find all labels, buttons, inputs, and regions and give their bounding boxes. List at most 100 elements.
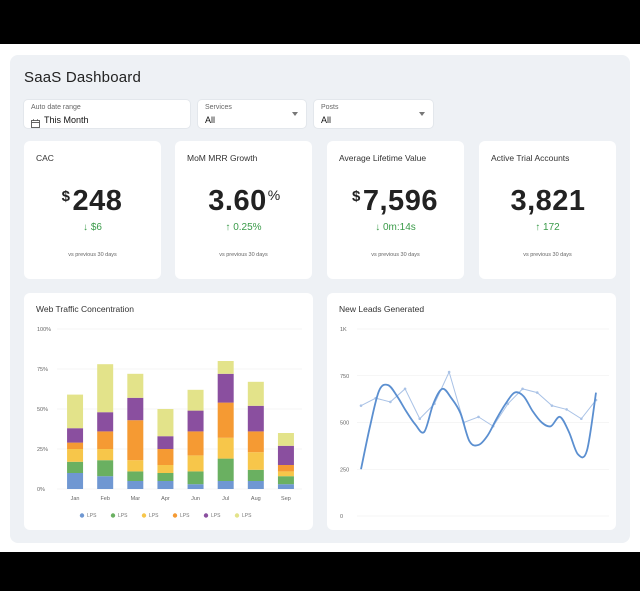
bar-segment: [67, 473, 84, 489]
stacked-bar-chart: 100% 75% 50% 25% 0% Jan Feb Mar Apr Jun Jul Aug Sep L…: [37, 327, 302, 519]
bar-segment: [217, 361, 234, 374]
x-tick-label: Jan: [71, 496, 80, 502]
legend-dot: [110, 513, 116, 518]
bar-segment: [67, 394, 84, 429]
kpi-card-cac: CAC $248 ↓ $6 vs previous 30 days: [24, 141, 161, 279]
legend-label: LPS: [180, 513, 190, 519]
data-point: [359, 404, 363, 407]
data-point: [565, 408, 568, 411]
data-point: [403, 387, 407, 391]
y-tick-label: 0: [340, 514, 343, 520]
bar-segment: [97, 431, 114, 449]
kpi-delta: ↑ 0.25%: [225, 222, 262, 233]
bar-segment: [247, 452, 264, 470]
y-tick-label: 50%: [37, 407, 48, 413]
bar-segment: [97, 412, 114, 432]
kpi-number: 3.60: [208, 185, 267, 217]
y-tick-label: 500: [340, 421, 349, 427]
bar-segment: [247, 481, 264, 489]
kpi-delta: ↑ 172: [535, 222, 560, 233]
kpi-suffix: %: [267, 187, 281, 203]
new-leads-panel: New Leads Generated 1K 750 500 250 0: [327, 293, 616, 530]
bar-segment: [247, 431, 264, 453]
bar-segment: [127, 420, 144, 461]
page-title: SaaS Dashboard: [24, 69, 142, 86]
date-range-filter[interactable]: Auto date range This Month: [24, 100, 190, 128]
x-tick-label: Jun: [191, 496, 200, 502]
filter-label: Posts: [321, 104, 339, 111]
legend-label: LPS: [211, 513, 221, 519]
kpi-delta: ↓ 0m:14s: [375, 222, 416, 233]
bar-segment: [247, 381, 264, 406]
calendar-icon: [31, 115, 40, 133]
bar-segment: [217, 481, 234, 489]
bar-segment: [217, 458, 234, 481]
bar-segment: [187, 410, 204, 432]
data-point: [389, 400, 392, 404]
bar-segment: [187, 471, 204, 485]
kpi-label: Average Lifetime Value: [339, 153, 427, 163]
legend-dot: [203, 513, 209, 518]
y-tick-label: 0%: [37, 487, 45, 493]
data-point: [521, 387, 524, 391]
legend-dot: [172, 513, 178, 518]
chevron-down-icon[interactable]: [419, 112, 425, 116]
kpi-card-lifetime-value: Average Lifetime Value $7,596 ↓ 0m:14s v…: [327, 141, 464, 279]
legend-label: LPS: [118, 513, 128, 519]
bar-segment: [97, 460, 114, 477]
legend-label: LPS: [87, 513, 97, 519]
bar-segment: [217, 437, 234, 459]
bar-segment: [187, 455, 204, 472]
bar-segment: [97, 449, 114, 461]
kpi-number: 3,821: [510, 185, 586, 217]
y-tick-label: 250: [340, 467, 349, 473]
kpi-label: Active Trial Accounts: [491, 153, 570, 163]
x-tick-label: Aug: [251, 496, 261, 502]
filter-value: All: [205, 115, 216, 125]
bar-segment: [157, 481, 174, 489]
x-tick-label: Apr: [161, 496, 170, 502]
y-tick-label: 100%: [37, 327, 51, 333]
bar-segment: [127, 471, 144, 481]
legend-dot: [234, 513, 240, 518]
x-tick-label: Jul: [222, 496, 229, 502]
kpi-value: 3,821: [479, 185, 616, 218]
bar-segment: [157, 473, 174, 481]
series-line-main: [360, 383, 597, 470]
y-tick-label: 25%: [37, 447, 48, 453]
bar-segment: [217, 402, 234, 438]
data-point: [535, 391, 539, 394]
bar-segment: [187, 484, 204, 489]
x-tick-label: Sep: [281, 496, 291, 502]
kpi-card-trial-accounts: Active Trial Accounts 3,821 ↑ 172 vs pre…: [479, 141, 616, 279]
chart-title: Web Traffic Concentration: [36, 304, 134, 314]
kpi-prefix: $: [352, 188, 361, 205]
kpi-card-mrr-growth: MoM MRR Growth 3.60% ↑ 0.25% vs previous…: [175, 141, 312, 279]
kpi-footnote: vs previous 30 days: [219, 252, 268, 258]
bar-segment: [187, 431, 204, 456]
kpi-number: 248: [72, 185, 123, 217]
kpi-footnote: vs previous 30 days: [68, 252, 117, 258]
legend-label: LPS: [242, 513, 252, 519]
y-tick-label: 1K: [340, 327, 347, 333]
bar-segment: [97, 364, 114, 413]
legend-dot: [79, 513, 85, 518]
filter-label: Auto date range: [31, 104, 81, 111]
data-point: [418, 417, 422, 421]
data-point: [477, 415, 480, 419]
services-filter[interactable]: Services All: [198, 100, 306, 128]
chevron-down-icon[interactable]: [292, 112, 298, 116]
legend-label: LPS: [149, 513, 159, 519]
kpi-label: MoM MRR Growth: [187, 153, 258, 163]
y-tick-label: 750: [340, 374, 349, 380]
bar-segment: [157, 409, 174, 437]
posts-filter[interactable]: Posts All: [314, 100, 433, 128]
bar-segment: [277, 476, 294, 485]
bar-segment: [277, 433, 294, 446]
bar-segment: [277, 445, 294, 465]
filter-label: Services: [205, 104, 232, 111]
x-tick-label: Feb: [100, 496, 109, 502]
bar-segment: [247, 469, 264, 481]
kpi-footnote: vs previous 30 days: [523, 252, 572, 258]
bar-segment: [97, 476, 114, 489]
